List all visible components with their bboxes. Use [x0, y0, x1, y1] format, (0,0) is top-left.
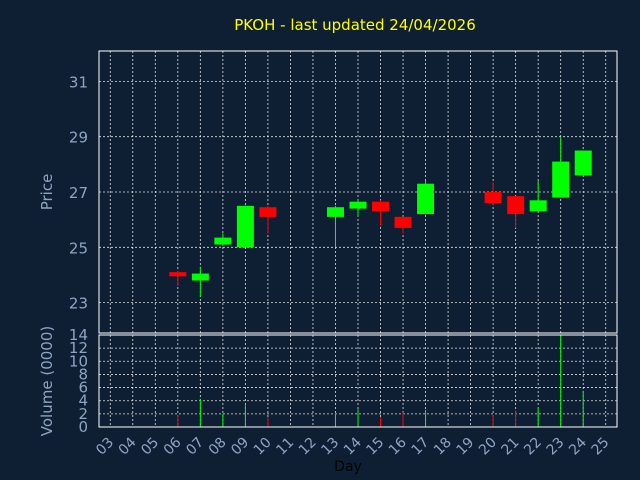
candle-body [326, 207, 344, 217]
candle-body [394, 216, 412, 228]
candle-body [349, 201, 367, 209]
price-grid [99, 51, 617, 333]
volume-tick-label: 14 [69, 326, 88, 344]
price-axis-label: Price [38, 174, 56, 211]
x-tick-labels: 0304050607080910111213141516171819202122… [93, 434, 612, 458]
candle-body [214, 237, 232, 245]
volume-tick-label: 0 [78, 418, 88, 436]
candle-body [417, 183, 435, 215]
candle-body [552, 161, 570, 198]
volume-tick-label: 4 [78, 392, 88, 410]
price-tick-label: 23 [69, 295, 88, 313]
price-tick-label: 31 [69, 73, 88, 91]
price-tick-label: 25 [69, 239, 88, 257]
candle-body [372, 201, 390, 212]
x-axis-label: Day [334, 459, 362, 475]
candle-body [507, 196, 525, 215]
volume-panel-frame [98, 334, 618, 428]
candle-body [169, 272, 187, 277]
volume-tick-label: 10 [69, 352, 88, 370]
price-tick-label: 29 [69, 129, 88, 147]
volume-tick-label: 2 [78, 405, 88, 423]
candles-layer [169, 136, 592, 298]
volume-axis-label: Volume (0000) [38, 326, 56, 436]
chart-title: PKOH - last updated 24/04/2026 [234, 16, 476, 34]
volume-tick-label: 8 [78, 365, 88, 383]
candle-body [484, 192, 502, 204]
price-tick-labels: 23 25 27 29 31 [69, 73, 88, 312]
candle-body [529, 200, 547, 212]
price-tick-label: 27 [69, 184, 88, 202]
price-panel-frame [98, 50, 618, 334]
candle-body [191, 273, 209, 281]
volume-tick-label: 6 [78, 379, 88, 397]
volume-tick-label: 12 [69, 339, 88, 357]
candle-body [574, 150, 592, 176]
candle-body [236, 205, 254, 248]
candle-body [259, 207, 277, 217]
volume-bars-layer [177, 335, 584, 427]
